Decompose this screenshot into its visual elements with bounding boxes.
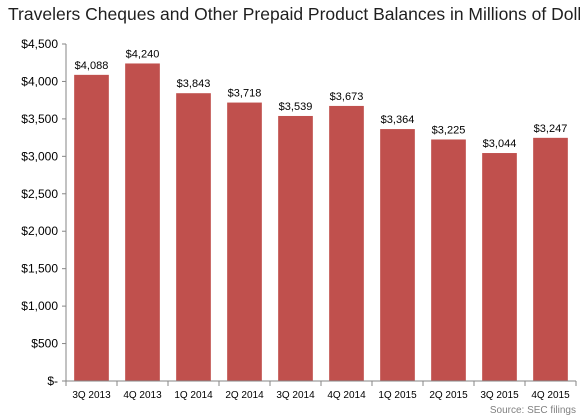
data-label: $3,843 <box>177 78 211 90</box>
y-tick-label: $1,500 <box>21 262 58 276</box>
data-label: $3,247 <box>534 123 568 135</box>
data-label: $3,225 <box>432 124 466 136</box>
bar <box>431 139 466 381</box>
y-tick-label: $- <box>47 374 58 388</box>
bar <box>227 102 262 381</box>
x-tick-label: 1Q 2014 <box>174 390 213 401</box>
x-tick-label: 4Q 2014 <box>327 390 366 401</box>
x-tick-label: 3Q 2015 <box>480 390 519 401</box>
bar <box>176 93 211 382</box>
y-tick-label: $500 <box>31 337 58 351</box>
x-tick-label: 4Q 2013 <box>123 390 162 401</box>
x-tick-label: 3Q 2013 <box>72 390 111 401</box>
y-tick-label: $1,000 <box>21 299 58 313</box>
y-tick-label: $2,000 <box>21 224 58 238</box>
data-label: $3,364 <box>381 114 415 126</box>
bar <box>125 63 160 382</box>
bar <box>380 129 415 381</box>
bar <box>74 74 109 382</box>
x-tick-label: 2Q 2014 <box>225 390 264 401</box>
y-tick-label: $4,000 <box>21 74 58 88</box>
bar <box>482 153 517 381</box>
data-label: $4,088 <box>75 60 109 72</box>
bar <box>278 115 313 381</box>
data-label: $3,539 <box>279 101 313 113</box>
x-axis: 3Q 2013 4Q 2013 1Q 2014 2Q 2014 3Q 2014 4Q 20… <box>65 380 577 401</box>
chart-title: Travelers Cheques and Other Prepaid Prod… <box>8 4 580 24</box>
data-label: $3,718 <box>228 88 262 100</box>
y-tick-label: $3,500 <box>21 112 58 126</box>
y-tick-label: $4,500 <box>21 37 58 51</box>
bar <box>329 105 364 382</box>
x-tick-label: 1Q 2015 <box>378 390 417 401</box>
data-label: $3,044 <box>483 138 517 150</box>
data-labels: $4,088 $4,240 $3,843 $3,718 $3,539 $3,673 $3,3… <box>75 48 568 150</box>
y-tick-label: $2,500 <box>21 187 58 201</box>
x-tick-label: 3Q 2014 <box>276 390 315 401</box>
x-tick-label: 2Q 2015 <box>429 390 468 401</box>
x-tick-label: 4Q 2015 <box>531 390 570 401</box>
data-label: $4,240 <box>126 48 160 60</box>
bar <box>533 137 568 381</box>
bars <box>74 63 568 382</box>
y-tick-label: $3,000 <box>21 149 58 163</box>
source-note: Source: SEC filings <box>490 405 576 416</box>
data-label: $3,673 <box>330 91 364 103</box>
y-axis: $- $500 $1,000 $1,500 $2,000 $2,500 $3,000 $3,5… <box>21 37 67 388</box>
